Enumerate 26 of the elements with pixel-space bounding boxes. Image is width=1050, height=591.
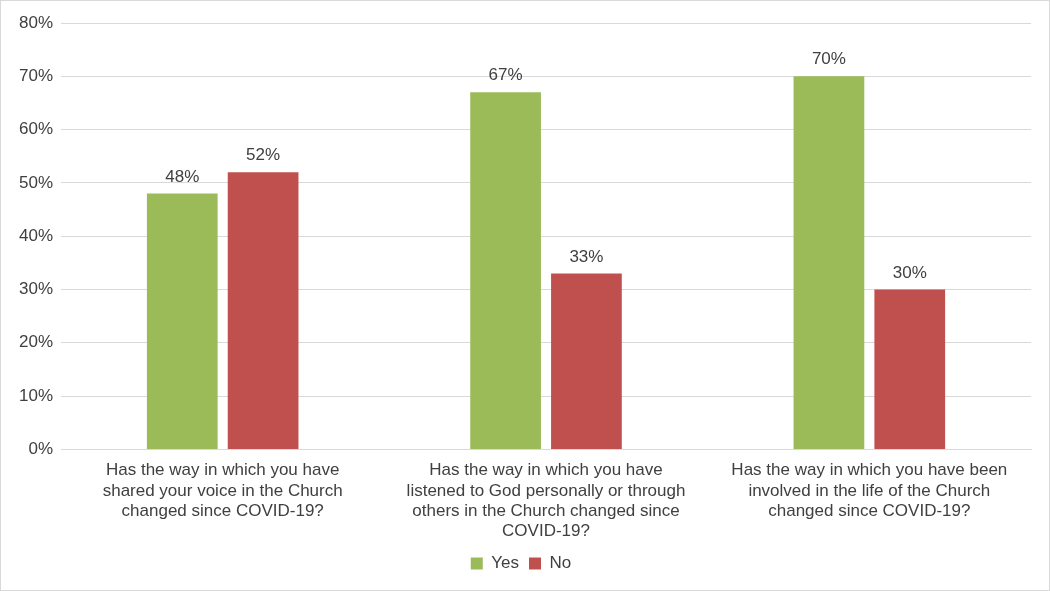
bar (470, 92, 541, 449)
bar (793, 76, 865, 449)
y-tick-label: 10% (18, 385, 54, 405)
data-label: 52% (246, 145, 281, 165)
x-tick-label: Has the way in which you have been involved in the life of the Church changed since COVID-19? (731, 460, 1008, 521)
y-tick-label: 40% (18, 225, 54, 245)
y-tick-label: 0% (28, 439, 54, 459)
data-label: 30% (892, 262, 927, 282)
bar (874, 289, 946, 449)
legend-label: Yes (491, 553, 519, 573)
bar (227, 172, 299, 449)
legend-label: No (549, 553, 572, 573)
bar (146, 193, 218, 449)
data-label: 48% (165, 166, 200, 186)
y-tick-label: 70% (18, 65, 54, 85)
y-tick-label: 30% (18, 279, 54, 299)
bar (551, 273, 622, 449)
x-tick-label: Has the way in which you have listened to God personally or through others in the Church changed since COVID-19? (406, 460, 686, 541)
data-label: 67% (488, 65, 523, 85)
y-tick-label: 50% (18, 172, 54, 192)
x-tick-label: Has the way in which you have shared your voice in the Church changed since COVID-19? (102, 460, 343, 521)
y-tick-label: 80% (18, 12, 54, 32)
y-tick-label: 20% (18, 332, 54, 352)
y-tick-label: 60% (18, 119, 54, 139)
data-label: 33% (569, 246, 604, 266)
data-label: 70% (811, 49, 846, 69)
